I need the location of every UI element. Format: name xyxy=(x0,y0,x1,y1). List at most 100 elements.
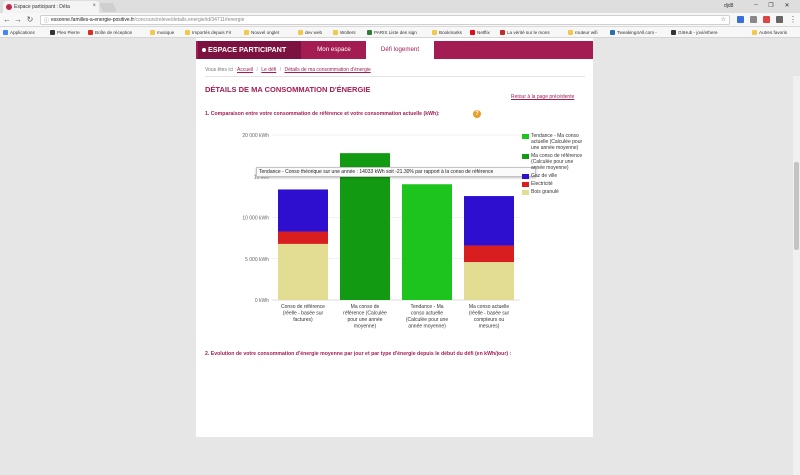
back-link[interactable]: Retour à la page précédente xyxy=(511,94,575,100)
bookmark-item[interactable]: routeur wifi xyxy=(568,29,597,36)
legend-item[interactable]: Electricité xyxy=(522,181,584,187)
apps-grid-icon xyxy=(3,30,8,35)
bookmark-item[interactable]: Applications xyxy=(3,29,35,36)
scrollbar-thumb[interactable] xyxy=(794,162,799,250)
espace-participant-label: ESPACE PARTICIPANT xyxy=(198,41,301,59)
section-1-title: 1. Comparaison entre votre consommation … xyxy=(205,111,440,117)
reload-icon[interactable]: ↻ xyxy=(26,15,34,24)
bar-segment[interactable] xyxy=(278,189,328,232)
bookmark-item[interactable]: GitHub - jovi/ethere xyxy=(671,29,718,36)
legend-label: Electricité xyxy=(531,181,553,187)
address-bar[interactable]: ⓘ essonne.familles-a-energie-positive.fr… xyxy=(40,15,730,25)
site-favicon-icon xyxy=(6,4,12,10)
x-category-label: mesures) xyxy=(479,324,500,330)
bookmark-item[interactable]: Wolters xyxy=(333,29,356,36)
bookmark-favicon-icon xyxy=(50,30,55,35)
new-tab-button[interactable] xyxy=(99,3,117,12)
bar-segment[interactable] xyxy=(464,262,514,300)
folder-icon xyxy=(185,30,190,35)
bullet-icon xyxy=(202,48,206,52)
x-category-label: référence (Calculée xyxy=(343,311,387,317)
divider xyxy=(205,76,585,77)
breadcrumb-accueil[interactable]: Accueil xyxy=(236,67,254,73)
maximize-button[interactable]: ❐ xyxy=(768,3,774,9)
info-icon[interactable]: ⓘ xyxy=(44,18,50,24)
extension-icon[interactable] xyxy=(750,16,757,23)
breadcrumb-separator: / xyxy=(256,67,258,73)
folder-icon xyxy=(150,30,155,35)
tab-defi-logement[interactable]: Défi logement xyxy=(366,41,434,62)
chart-tooltip: Tendance - Conso théorique sur une année… xyxy=(256,167,536,177)
bookmark-item[interactable]: Nouvel onglet xyxy=(244,29,279,36)
bookmark-item[interactable]: dev web xyxy=(298,29,322,36)
x-category-label: (réelle - basée sur xyxy=(283,311,324,317)
bookmark-item[interactable]: Netflix xyxy=(470,29,490,36)
forward-arrow-icon[interactable]: → xyxy=(14,15,22,24)
browser-tab[interactable]: Espace participant : Déta × xyxy=(3,1,99,13)
y-tick-label: 15 000 xyxy=(254,174,270,180)
menu-dots-icon[interactable]: ⋮ xyxy=(789,15,797,24)
bookmark-favicon-icon xyxy=(610,30,615,35)
bookmark-item[interactable]: Autres favoris xyxy=(752,29,787,36)
chart-legend: Tendance - Ma conso actuelle (Calculée p… xyxy=(522,133,584,197)
extension-gray-icon[interactable] xyxy=(776,16,783,23)
back-arrow-icon[interactable]: ← xyxy=(3,15,11,24)
tab-title: Espace participant : Déta xyxy=(14,4,70,10)
breadcrumb-current[interactable]: Détails de ma consommation d'énergie xyxy=(284,67,371,73)
github-icon xyxy=(671,30,676,35)
legend-item[interactable]: Gaz de ville xyxy=(522,173,584,179)
profile-name[interactable]: djd8 xyxy=(724,3,734,9)
paris-icon xyxy=(367,30,372,35)
extension-red-icon[interactable] xyxy=(763,16,770,23)
y-tick-label: 5 000 kWh xyxy=(245,257,269,263)
bookmark-item[interactable]: Bookmarks xyxy=(432,29,462,36)
legend-label: Gaz de ville xyxy=(531,173,558,179)
content-panel: ESPACE PARTICIPANT Mon espace Défi logem… xyxy=(196,38,593,437)
bar-segment[interactable] xyxy=(402,184,452,300)
bookmarks-bar: Applications Pleo Pierre Boîte de récept… xyxy=(0,27,800,38)
help-icon[interactable]: ? xyxy=(473,110,481,118)
x-category-label: conso actuelle xyxy=(411,311,443,317)
page-viewport: ESPACE PARTICIPANT Mon espace Défi logem… xyxy=(0,38,800,475)
breadcrumb-le-defi[interactable]: Le défi xyxy=(261,67,277,73)
x-category-label: Tendance - Ma xyxy=(410,304,443,310)
close-window-button[interactable]: ✕ xyxy=(784,3,790,9)
page-scrollbar[interactable] xyxy=(793,76,800,475)
bar-segment[interactable] xyxy=(464,196,514,246)
bar-segment[interactable] xyxy=(278,243,328,300)
url-host: essonne.familles-a-energie-positive.fr xyxy=(51,17,135,23)
x-category-label: année moyenne) xyxy=(408,324,446,330)
bookmark-star-icon[interactable]: ☆ xyxy=(720,17,726,23)
bookmark-item[interactable]: La vérité sur le mons xyxy=(500,29,550,36)
legend-label: Tendance - Ma conso actuelle (Calculée p… xyxy=(531,133,583,151)
legend-item[interactable]: Ma conso de référence (Calculée pour une… xyxy=(522,153,584,171)
close-tab-icon[interactable]: × xyxy=(92,3,96,9)
url-path: /concours/releve/details.energie/id/3471… xyxy=(134,17,245,23)
tab-mon-espace[interactable]: Mon espace xyxy=(317,46,351,53)
bar-segment[interactable] xyxy=(464,245,514,263)
x-category-label: factures) xyxy=(293,317,313,323)
folder-icon xyxy=(752,30,757,35)
folder-icon xyxy=(333,30,338,35)
bookmark-item[interactable]: musique xyxy=(150,29,174,36)
x-category-label: moyenne) xyxy=(354,324,377,330)
bookmark-favicon-icon xyxy=(500,30,505,35)
legend-label: Bois granulé xyxy=(531,189,559,195)
legend-swatch xyxy=(522,182,529,187)
bookmark-item[interactable]: Boîte de réception xyxy=(88,29,132,36)
legend-item[interactable]: Tendance - Ma conso actuelle (Calculée p… xyxy=(522,133,584,151)
bookmark-item[interactable]: Importés depuis Fir xyxy=(185,29,231,36)
bookmark-item[interactable]: Tweaking4All.com - xyxy=(610,29,657,36)
legend-item[interactable]: Bois granulé xyxy=(522,189,584,195)
cast-extension-icon[interactable] xyxy=(737,16,744,23)
legend-swatch xyxy=(522,134,529,139)
x-category-label: (Calculée pour une xyxy=(406,317,448,323)
minimize-button[interactable]: – xyxy=(754,2,758,8)
bar-segment[interactable] xyxy=(340,153,390,300)
x-category-label: pour une année xyxy=(347,317,382,323)
x-category-label: Ma conso actuelle xyxy=(469,304,510,310)
section-2-title: 2. Evolution de votre consommation d'éne… xyxy=(205,351,512,357)
bookmark-item[interactable]: PARIS Liste des sign xyxy=(367,29,417,36)
bar-segment[interactable] xyxy=(278,231,328,244)
bookmark-item[interactable]: Pleo Pierre xyxy=(50,29,80,36)
